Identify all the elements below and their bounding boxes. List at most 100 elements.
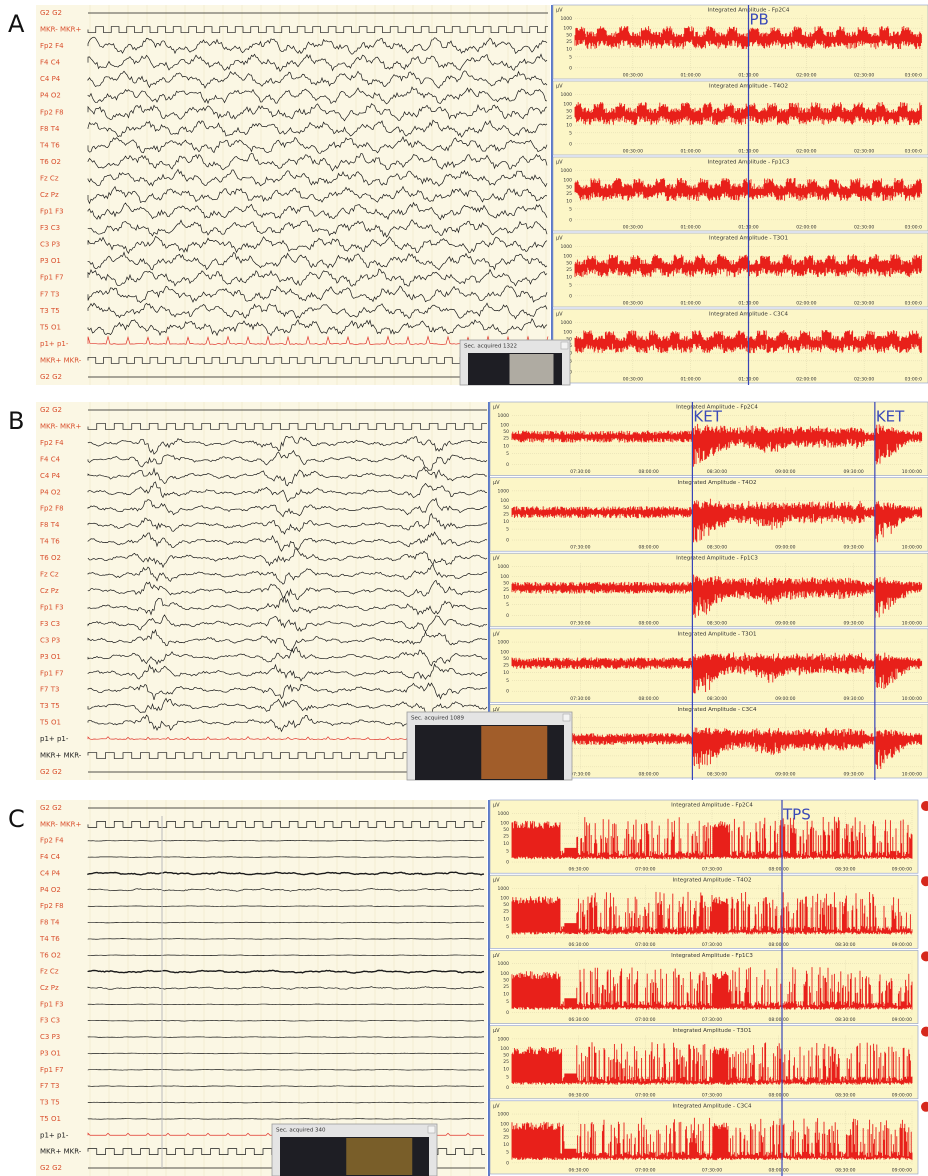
trend-x-tick: 09:30:00 [844,620,864,626]
trend-x-tick: 03:00:0 [905,225,922,231]
panel-label: A [8,10,25,38]
trend-x-tick: 02:30:00 [854,225,874,231]
trend-x-tick: 02:30:00 [854,301,874,307]
trend-x-tick: 08:30:00 [835,942,855,948]
channel-label: C4 P4 [40,472,61,480]
trend-y-tick: 1000 [498,886,510,892]
trend-y-tick: 50 [566,184,572,190]
panel-label: C [8,805,25,833]
trend-x-tick: 08:00:00 [769,1168,789,1174]
channel-label: MKR+ MKR- [40,752,82,760]
trend-x-tick: 02:30:00 [854,73,874,79]
trend-y-tick: 100 [500,423,509,429]
trend-unit: µV [556,84,563,90]
trend-x-tick: 07:00:00 [635,1017,655,1023]
trend-y-tick: 100 [500,896,509,902]
trend-x-tick: 09:00:00 [775,545,795,551]
channel-label: Fz Cz [40,174,59,182]
channel-label: F3 C3 [40,620,60,628]
trend-y-tick: 5 [506,602,509,608]
trend-unit: µV [493,803,500,809]
channel-label: Fp1 F7 [40,669,64,677]
channel-label: Fp2 F4 [40,42,64,50]
channel-label: P3 O1 [40,653,61,661]
channel-label: T6 O2 [39,951,61,959]
trend-y-tick: 1000 [498,564,510,570]
channel-label: F7 T3 [40,686,59,694]
channel-label: Fp2 F4 [40,439,64,447]
trend-unit: µV [493,631,500,637]
trend-x-tick: 08:00:00 [769,1017,789,1023]
trend-y-tick: 50 [503,977,509,983]
trend-unit: µV [556,236,563,242]
trend-y-tick: 25 [503,834,509,840]
channel-label: G2 G2 [40,804,62,812]
trend-x-tick: 03:00:0 [905,149,922,155]
trend-y-tick: 5 [569,282,572,288]
trend-title: Integrated Amplitude - Fp2C4 [671,803,753,809]
trend-unit: µV [556,8,563,14]
channel-label: MKR+ MKR- [40,1148,82,1156]
trend-x-tick: 06:30:00 [569,942,589,948]
trend-y-tick: 100 [563,330,572,336]
channel-label: Fp1 F3 [40,1000,64,1008]
trend-title: Integrated Amplitude - Fp1C3 [671,953,753,959]
alert-dot [921,1102,928,1112]
trend-y-tick: 50 [503,1128,509,1134]
trend-y-tick: 10 [503,992,509,998]
trend-y-tick: 50 [503,429,509,435]
trend-x-tick: 08:30:00 [835,867,855,873]
trend-y-tick: 25 [566,267,572,273]
channel-label: F4 C4 [40,853,61,861]
trend-y-tick: 5 [506,451,509,457]
channel-label: P4 O2 [40,488,61,496]
trend-y-tick: 100 [500,649,509,655]
trend-y-tick: 100 [563,102,572,108]
trend-x-tick: 07:30:00 [702,1092,722,1098]
trend-y-tick: 5 [506,999,509,1005]
trend-y-tick: 5 [569,130,572,136]
trend-x-tick: 00:30:00 [623,377,643,383]
trend-x-tick: 08:00:00 [639,620,659,626]
trend-y-tick: 1000 [498,1112,510,1118]
trend-y-tick: 1000 [498,961,510,967]
trend-y-tick: 10 [503,670,509,676]
trend-y-tick: 100 [500,1121,509,1127]
event-label: KET [693,408,722,426]
channel-label: MKR- MKR+ [40,820,81,828]
alert-dot [921,951,928,961]
trend-unit: µV [556,312,563,318]
trend-x-tick: 08:00:00 [769,942,789,948]
trend-y-tick: 25 [503,984,509,990]
video-scene [510,354,554,384]
trend-x-tick: 08:30:00 [835,1092,855,1098]
trend-y-tick: 5 [506,924,509,930]
trend-x-tick: 10:00:00 [902,696,922,702]
trend-y-tick: 1000 [498,1036,510,1042]
channel-label: G2 G2 [40,406,62,414]
trend-x-tick: 09:30:00 [844,696,864,702]
trend-x-tick: 07:30:00 [570,772,590,778]
trend-y-tick: 1000 [561,168,573,174]
trend-x-tick: 09:00:00 [775,696,795,702]
trend-y-tick: 50 [503,656,509,662]
trend-x-tick: 02:30:00 [854,149,874,155]
trend-x-tick: 07:30:00 [570,620,590,626]
channel-label: MKR+ MKR- [40,356,82,364]
trend-x-tick: 10:00:00 [902,469,922,475]
trend-y-tick: 10 [566,47,572,53]
trend-unit: µV [493,556,500,562]
trend-x-tick: 08:00:00 [639,772,659,778]
trend-x-tick: 01:00:00 [681,149,701,155]
channel-label: T3 T5 [39,1099,60,1107]
trend-x-tick: 06:30:00 [569,867,589,873]
trend-x-tick: 10:00:00 [902,620,922,626]
video-title: Sec. acquired 340 [276,1128,326,1134]
video-scene [346,1138,412,1175]
channel-label: T4 T6 [39,538,60,546]
trend-y-tick: 100 [563,178,572,184]
channel-label: F7 T3 [40,1082,59,1090]
trend-x-tick: 07:00:00 [635,867,655,873]
alert-dot [921,1027,928,1037]
channel-label: C4 P4 [40,869,61,877]
